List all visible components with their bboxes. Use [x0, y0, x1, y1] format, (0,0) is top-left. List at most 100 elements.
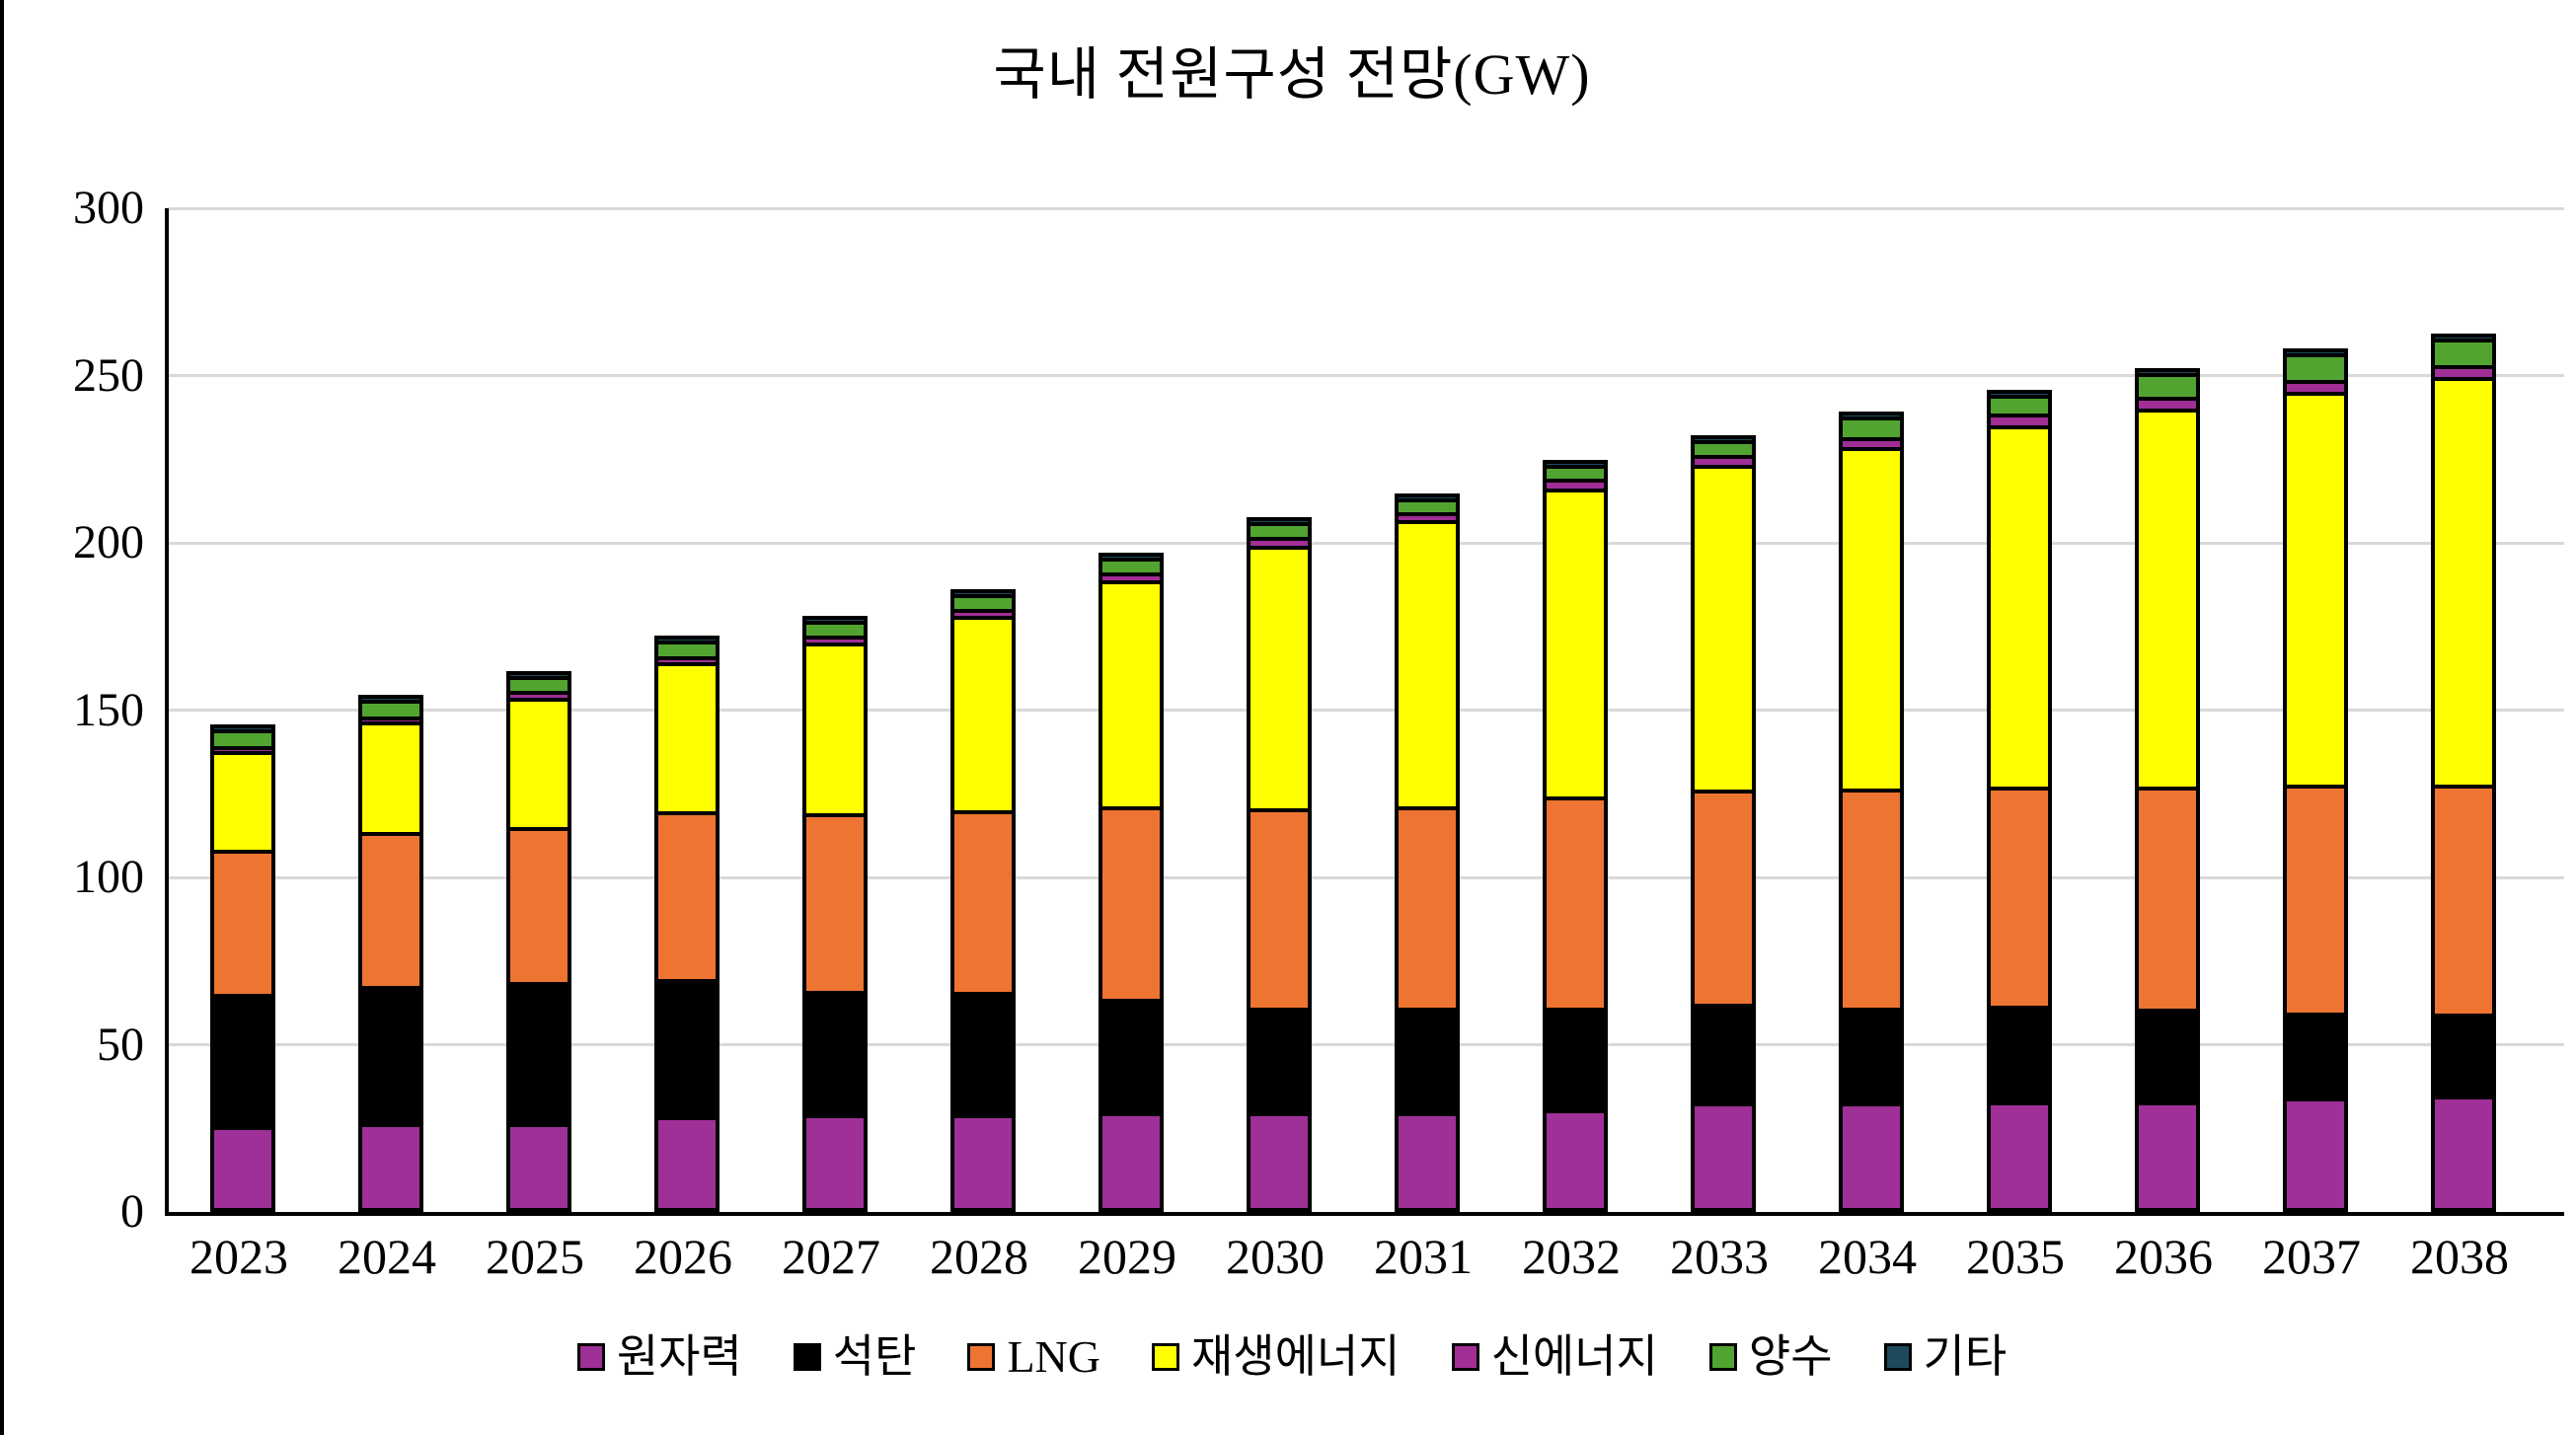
bar-segment-2026-renewable: [656, 664, 718, 814]
x-tick-label-2034: 2034: [1818, 1229, 1917, 1284]
bar-segment-2030-lng: [1249, 809, 1310, 1010]
bar-segment-2036-pumped-hydro: [2137, 375, 2198, 399]
bar-segment-2026-nuclear: [656, 1117, 718, 1210]
legend-item-other: 기타: [1883, 1334, 2007, 1380]
bar-segment-2027-renewable: [804, 644, 866, 816]
bar-segment-2034-new-energy: [1841, 438, 1902, 449]
bar-2029: [1099, 552, 1164, 1212]
bar-segment-2029-renewable: [1100, 582, 1162, 809]
bar-segment-2028-other: [952, 590, 1014, 596]
bar-segment-2034-other: [1841, 414, 1902, 419]
bar-segment-2025-renewable: [508, 700, 569, 829]
bar-segment-2038-new-energy: [2433, 366, 2494, 379]
legend-label-pumped-hydro: 양수: [1748, 1331, 1833, 1382]
y-tick-label-50: 50: [97, 1018, 144, 1071]
y-tick-label-150: 150: [73, 683, 144, 736]
y-tick-label-300: 300: [73, 182, 144, 234]
bar-segment-2032-coal: [1545, 1009, 1606, 1111]
bar-segment-2024-nuclear: [360, 1124, 421, 1210]
legend-swatch-renewable: [1151, 1343, 1179, 1371]
bar-2035: [1987, 390, 2052, 1212]
legend-label-new-energy: 신에너지: [1490, 1331, 1658, 1382]
bar-segment-2025-coal: [508, 984, 569, 1125]
bar-segment-2031-lng: [1397, 808, 1458, 1010]
bar-slot-2035: [1945, 208, 2093, 1212]
bar-segment-2032-other: [1545, 462, 1606, 468]
bar-segment-2029-nuclear: [1100, 1114, 1162, 1210]
bar-segment-2025-lng: [508, 828, 569, 985]
bar-segment-2025-other: [508, 672, 569, 679]
y-tick-label-0: 0: [120, 1185, 144, 1238]
bar-segment-2025-new-energy: [508, 693, 569, 701]
bar-segment-2035-new-energy: [1989, 415, 2050, 427]
bar-segment-2025-nuclear: [508, 1124, 569, 1210]
bar-2026: [654, 636, 720, 1212]
bar-segment-2037-coal: [2285, 1014, 2346, 1100]
legend-item-coal: 석탄: [793, 1334, 916, 1380]
bar-slot-2024: [317, 208, 465, 1212]
bar-segment-2023-lng: [212, 852, 273, 997]
gridline-300: [169, 206, 2564, 210]
bar-segment-2028-new-energy: [952, 611, 1014, 618]
bar-segment-2035-other: [1989, 392, 2050, 398]
bar-slot-2028: [909, 208, 1057, 1212]
bar-segment-2038-pumped-hydro: [2433, 340, 2494, 367]
legend-swatch-new-energy: [1451, 1343, 1479, 1371]
bar-segment-2023-coal: [212, 996, 273, 1128]
bar-segment-2037-other: [2285, 349, 2346, 355]
bar-slot-2026: [613, 208, 761, 1212]
bar-slot-2031: [1353, 208, 1501, 1212]
bar-segment-2024-pumped-hydro: [360, 701, 421, 718]
bar-segment-2030-other: [1249, 519, 1310, 525]
bar-segment-2028-pumped-hydro: [952, 595, 1014, 612]
x-tick-label-2028: 2028: [930, 1229, 1028, 1284]
x-tick-label-2023: 2023: [189, 1229, 288, 1284]
bar-segment-2033-coal: [1693, 1006, 1754, 1105]
bar-segment-2028-nuclear: [952, 1116, 1014, 1210]
bar-segment-2026-lng: [656, 813, 718, 981]
bar-segment-2036-other: [2137, 370, 2198, 376]
bar-segment-2031-nuclear: [1397, 1114, 1458, 1210]
bar-segment-2035-coal: [1989, 1007, 2050, 1103]
bar-segment-2024-new-energy: [360, 718, 421, 723]
gridline-50: [169, 1043, 2564, 1046]
bar-segment-2036-renewable: [2137, 410, 2198, 789]
bar-segment-2033-lng: [1693, 792, 1754, 1007]
x-tick-label-2031: 2031: [1374, 1229, 1473, 1284]
bar-2028: [950, 588, 1016, 1212]
gridline-250: [169, 374, 2564, 377]
x-tick-label-2025: 2025: [486, 1229, 584, 1284]
bar-2024: [358, 694, 423, 1212]
x-tick-label-2032: 2032: [1522, 1229, 1621, 1284]
bar-segment-2038-renewable: [2433, 378, 2494, 788]
bar-segment-2031-renewable: [1397, 522, 1458, 809]
legend-swatch-coal: [793, 1343, 821, 1371]
bar-slot-2029: [1057, 208, 1205, 1212]
bar-2025: [506, 670, 571, 1212]
legend-item-nuclear: 원자력: [576, 1334, 742, 1380]
bar-segment-2036-coal: [2137, 1011, 2198, 1103]
bar-segment-2024-other: [360, 696, 421, 702]
bar-segment-2031-coal: [1397, 1009, 1458, 1115]
bar-segment-2034-coal: [1841, 1009, 1902, 1105]
bar-segment-2029-coal: [1100, 1001, 1162, 1115]
legend-swatch-pumped-hydro: [1708, 1343, 1737, 1371]
bar-segment-2024-lng: [360, 833, 421, 988]
bar-segment-2038-nuclear: [2433, 1097, 2494, 1210]
chart-title: 국내 전원구성 전망(GW): [993, 42, 1591, 107]
legend-label-renewable: 재생에너지: [1190, 1331, 1401, 1382]
bar-segment-2035-nuclear: [1989, 1102, 2050, 1210]
bar-2032: [1543, 460, 1608, 1212]
gridline-100: [169, 875, 2564, 879]
bar-segment-2033-other: [1693, 436, 1754, 443]
bar-segment-2023-pumped-hydro: [212, 731, 273, 749]
bar-segment-2030-coal: [1249, 1009, 1310, 1115]
bar-segment-2029-lng: [1100, 808, 1162, 1002]
bar-segment-2032-nuclear: [1545, 1111, 1606, 1210]
x-axis-labels: 2023 2024 2025 2026 2027 2028 2029 2030 2031 2032…: [165, 1230, 2534, 1284]
bar-2031: [1395, 493, 1460, 1212]
x-tick-label-2026: 2026: [634, 1229, 732, 1284]
x-tick-label-2030: 2030: [1226, 1229, 1325, 1284]
bar-segment-2033-renewable: [1693, 467, 1754, 793]
